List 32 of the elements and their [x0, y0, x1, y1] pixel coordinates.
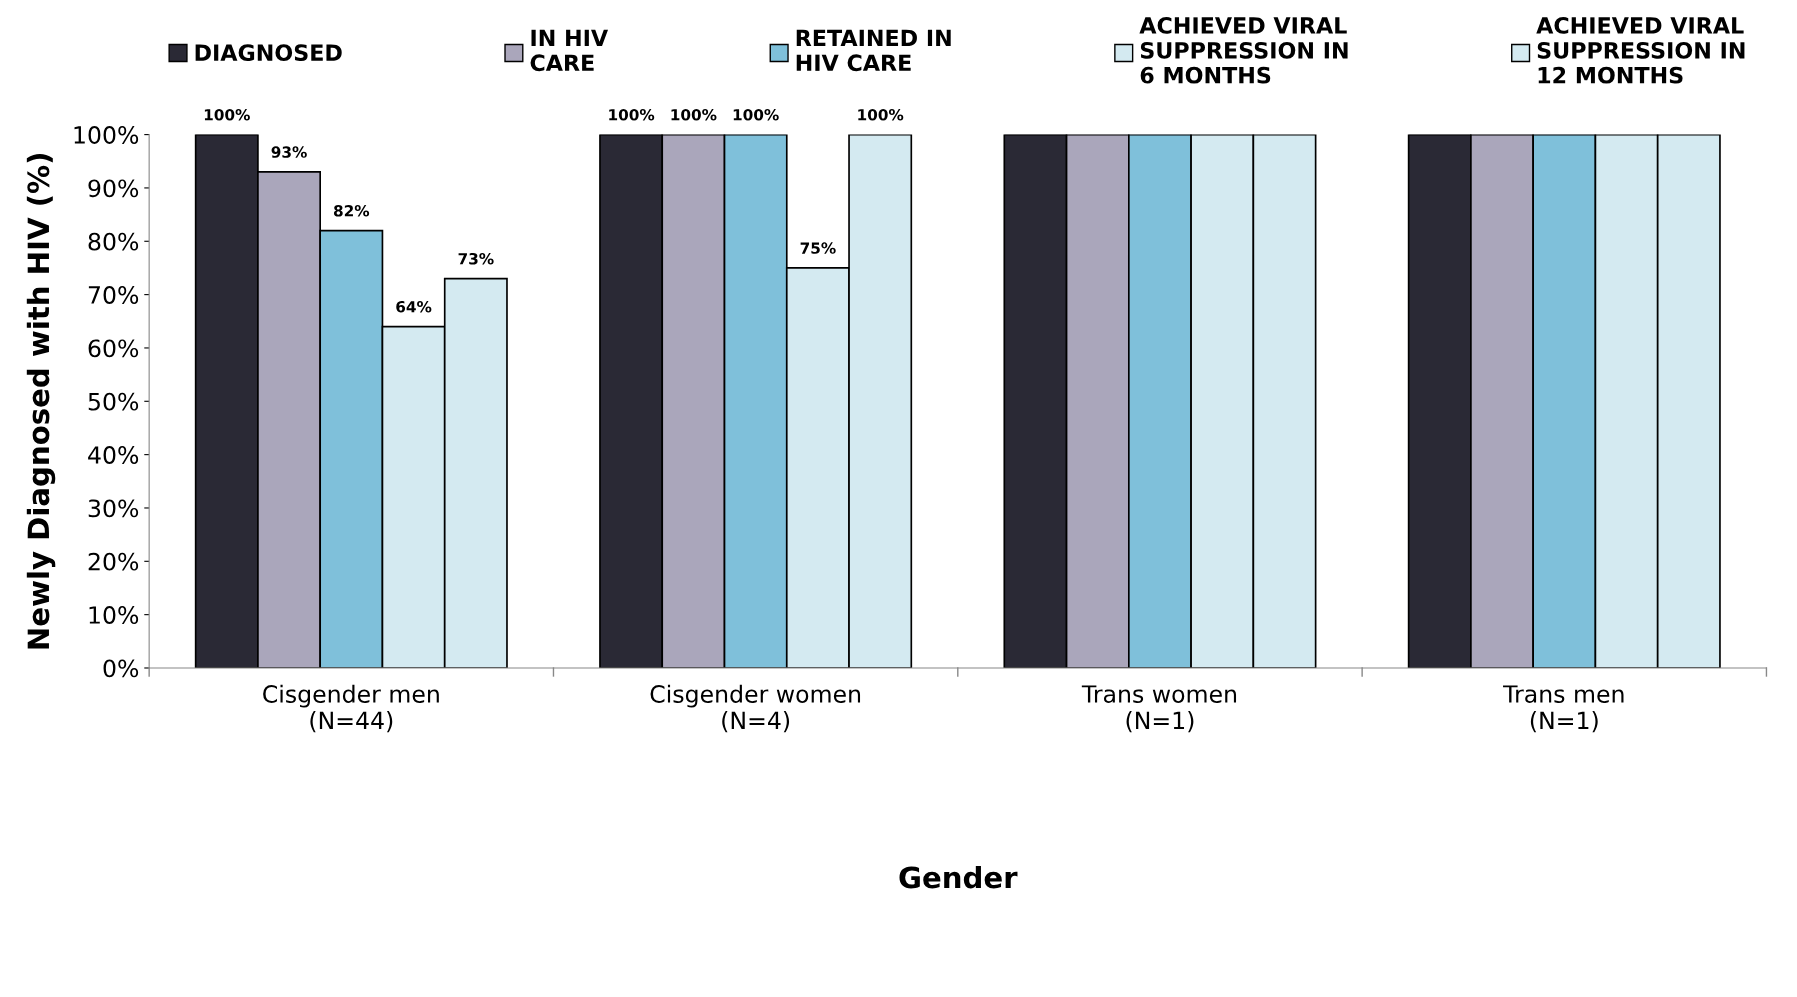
legend-label: ACHIEVED VIRAL SUPPRESSION IN 6 MONTHS: [1139, 17, 1348, 84]
y-tick-label: 90%: [88, 179, 139, 198]
x-axis-title: Gender: [899, 865, 1018, 889]
y-tick-label: 50%: [88, 392, 139, 411]
y-tick-label: 20%: [88, 552, 139, 571]
legend-label: IN HIV CARE: [530, 29, 609, 72]
y-tick-label: 100%: [74, 126, 139, 144]
data-label: 93%: [271, 146, 307, 158]
x-tick-label: Cisgender men (N=44): [263, 684, 439, 733]
y-tick-label: 10%: [89, 606, 139, 624]
x-tick-label: Trans men (N=1): [1503, 685, 1624, 733]
data-label: 100%: [671, 108, 717, 121]
data-label: 82%: [333, 204, 370, 217]
data-label: 100%: [204, 108, 250, 121]
data-label: 100%: [858, 108, 904, 121]
y-tick-label: 80%: [88, 232, 139, 251]
legend-label: RETAINED IN HIV CARE: [796, 29, 951, 72]
legend-label: DIAGNOSED: [195, 44, 342, 62]
y-tick-label: 60%: [88, 339, 139, 358]
y-tick-label: 30%: [88, 499, 139, 518]
data-label: 75%: [800, 242, 836, 254]
x-tick-label: Trans women (N=1): [1081, 685, 1237, 733]
y-tick-label: 70%: [88, 286, 139, 304]
data-label: 64%: [396, 300, 432, 313]
y-tick-label: 0%: [103, 659, 139, 678]
y-tick-label: 40%: [88, 446, 139, 464]
data-label: 100%: [733, 108, 779, 121]
data-label: 100%: [609, 108, 655, 121]
data-label: 73%: [458, 252, 494, 265]
legend-label: ACHIEVED VIRAL SUPPRESSION IN 12 MONTHS: [1536, 17, 1745, 84]
y-axis-title: Newly Diagnosed with HIV (%): [26, 153, 56, 649]
x-tick-label: Cisgender women (N=4): [650, 684, 861, 733]
